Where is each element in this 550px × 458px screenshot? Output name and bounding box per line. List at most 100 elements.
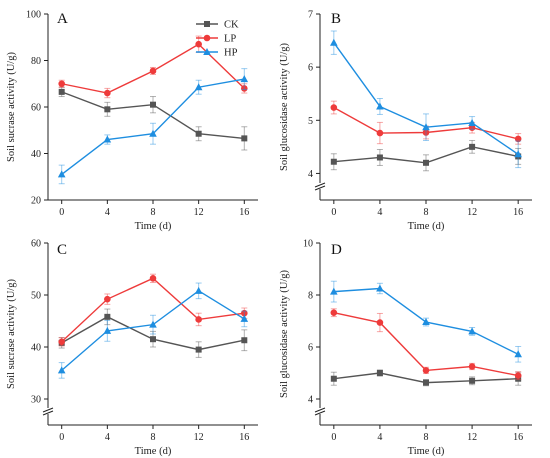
x-tick-label: 16 [239, 207, 249, 218]
x-tick-label: 16 [239, 432, 249, 443]
data-point [149, 67, 157, 75]
axis-break-gap [42, 408, 54, 414]
x-tick-label: 12 [194, 207, 204, 218]
y-tick-label: 6 [308, 63, 313, 74]
data-point [104, 106, 111, 113]
series-lp [58, 35, 248, 99]
data-point [194, 83, 203, 91]
panel-d: 4 6 8 10 0 4 8 12 16 Time (d) Soil glucosidase act… [279, 239, 532, 457]
x-tick-label: 16 [513, 207, 523, 218]
panel-letter: D [331, 242, 342, 258]
x-axis-title: Time (d) [135, 446, 172, 457]
x-tick-label: 0 [59, 432, 64, 443]
data-point [149, 129, 157, 137]
legend-label: LP [224, 34, 236, 45]
data-point [376, 129, 384, 137]
series-ck [330, 139, 522, 172]
data-point [195, 316, 202, 323]
legend-marker [203, 34, 211, 42]
y-tick-label: 7 [308, 10, 313, 21]
data-point [422, 318, 430, 326]
data-point [514, 135, 522, 143]
data-point [376, 284, 384, 292]
y-tick-label: 10 [303, 239, 313, 250]
data-point [240, 314, 249, 322]
y-axis-title: Soil glucosidase activity (U/g) [279, 269, 290, 398]
axis-break-mark [314, 407, 326, 413]
y-tick-label: 8 [308, 291, 313, 302]
legend-marker [203, 48, 211, 55]
data-point [149, 275, 157, 282]
x-axis-title: Time (d) [408, 446, 445, 457]
data-point [330, 375, 337, 382]
data-point [514, 350, 522, 358]
panel-a: 20 40 60 80 100 0 4 8 12 16 Time (d) Soil sucrase a… [6, 10, 258, 232]
data-point [241, 85, 248, 92]
data-point [376, 102, 384, 110]
data-point [104, 89, 111, 97]
legend-item-hp: HP [196, 48, 238, 59]
x-tick-label: 4 [377, 432, 382, 443]
y-axis-title: Soil glucosidase activity (U/g) [279, 42, 290, 171]
axis-break-gap [314, 183, 326, 189]
data-point [330, 309, 338, 316]
data-point [423, 379, 429, 386]
y-tick-label: 60 [31, 239, 41, 250]
legend: CK LP HP [196, 20, 239, 59]
y-tick-label: 50 [31, 291, 41, 302]
data-point [240, 75, 249, 83]
data-point [103, 326, 112, 334]
data-point [469, 143, 476, 150]
x-tick-label: 4 [105, 432, 110, 443]
data-point [469, 377, 476, 384]
data-point [58, 338, 65, 346]
y-tick-label: 6 [308, 343, 313, 354]
x-tick-label: 4 [105, 207, 110, 218]
series-hp [57, 68, 249, 185]
data-point [150, 101, 156, 108]
x-tick-label: 12 [467, 432, 477, 443]
x-tick-label: 16 [513, 432, 523, 443]
series-hp [330, 280, 522, 363]
data-point [241, 309, 248, 317]
panel-c: 30 40 50 60 0 4 8 12 16 Time (d) Soil sucrase acti… [6, 239, 258, 457]
data-point [423, 159, 429, 166]
y-tick-label: 40 [31, 149, 41, 160]
panel-b: 4 5 6 7 0 4 8 12 16 Time (d) Soil glucosidase acti… [279, 10, 532, 232]
series-ck [330, 369, 522, 387]
data-point [195, 130, 202, 137]
legend-item-lp: LP [196, 34, 236, 45]
data-point [58, 88, 65, 95]
y-tick-label: 40 [31, 343, 41, 354]
y-tick-label: 80 [31, 56, 41, 67]
data-point [150, 336, 156, 343]
y-tick-label: 4 [308, 395, 313, 406]
data-point [330, 158, 337, 165]
y-tick-label: 30 [31, 395, 41, 406]
data-point [330, 287, 338, 295]
legend-marker [204, 21, 210, 27]
data-point [57, 366, 66, 374]
data-point [422, 123, 430, 131]
data-point [468, 118, 476, 126]
x-tick-label: 4 [377, 207, 382, 218]
data-point [195, 346, 202, 353]
x-axis-title: Time (d) [135, 221, 172, 232]
data-point [514, 150, 522, 158]
x-tick-label: 8 [151, 432, 156, 443]
x-tick-label: 0 [331, 207, 336, 218]
y-axis-title: Soil sucrase activity (U/g) [6, 52, 17, 162]
data-point [58, 80, 65, 88]
x-tick-label: 8 [424, 432, 429, 443]
series-ck [58, 86, 248, 151]
panel-letter: A [57, 11, 68, 27]
series-hp [57, 282, 249, 379]
data-point [468, 124, 476, 132]
series-lp [330, 100, 522, 145]
data-point [376, 154, 383, 161]
data-point [241, 135, 248, 142]
y-tick-label: 60 [31, 103, 41, 114]
data-point [104, 295, 111, 303]
axis-break-mark [42, 407, 54, 413]
data-point [422, 367, 430, 374]
